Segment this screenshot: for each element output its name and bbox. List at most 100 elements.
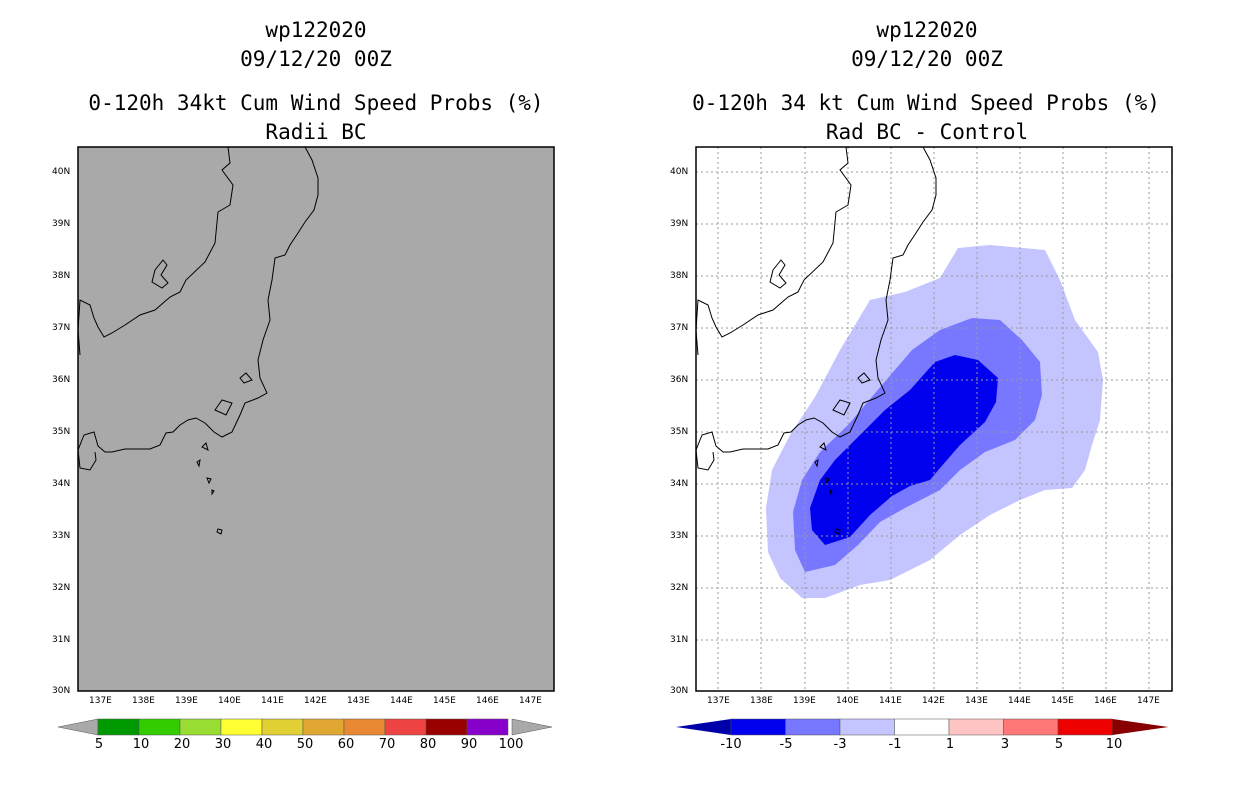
left-map-frame [77,146,555,692]
right-lon-label: 139E [793,696,816,706]
left-title-storm-id: wp122020 [265,18,367,42]
right-lat-label: 32N [670,583,689,593]
left-colorbar-swatch [466,718,509,736]
right-lat-label: 37N [670,323,689,333]
left-colorbar-swatch [179,718,222,736]
left-lat-label: 34N [52,479,71,489]
right-colorbar-swatch [1003,718,1059,736]
right-lat-label: 38N [670,271,689,281]
left-lat-label: 31N [52,635,71,645]
right-title-product: 0-120h 34 kt Cum Wind Speed Probs (%) [692,91,1160,115]
left-lon-label: 139E [175,696,198,706]
right-colorbar-label: 10 [1105,737,1123,752]
right-lat-label: 36N [670,375,689,385]
left-colorbar-label: 30 [214,737,232,752]
left-colorbar-swatch [97,718,140,736]
right-lon-label: 137E [707,696,730,706]
left-lon-label: 141E [261,696,284,706]
left-colorbar-label: 80 [419,737,437,752]
left-lat-label: 36N [52,375,71,385]
right-lon-label: 144E [1008,696,1031,706]
right-colorbar-label: -5 [779,737,793,752]
left-colorbar-label: 50 [296,737,314,752]
left-lon-label: 145E [433,696,456,706]
left-lon-label: 140E [218,696,241,706]
left-lon-label: 143E [347,696,370,706]
right-lat-label: 39N [670,219,689,229]
left-lon-label: 144E [390,696,413,706]
right-lon-label: 146E [1094,696,1117,706]
left-lon-label: 137E [89,696,112,706]
left-colorbar [57,718,553,736]
right-lon-label: 142E [922,696,945,706]
right-map-panel [695,146,1173,692]
right-map-frame [695,146,1173,692]
left-title-subtitle: Radii BC [265,120,367,144]
right-lon-label: 141E [879,696,902,706]
right-lat-label: 40N [670,167,689,177]
left-colorbar-swatch [425,718,468,736]
left-lat-label: 30N [52,686,71,696]
left-lon-label: 142E [304,696,327,706]
left-colorbar-over-arrow [511,718,553,736]
right-lon-label: 143E [965,696,988,706]
right-colorbar-label: 5 [1054,737,1064,752]
right-colorbar-label: -3 [833,737,847,752]
left-lat-label: 33N [52,531,71,541]
left-colorbar-swatch [138,718,181,736]
right-lat-label: 31N [670,635,689,645]
right-lon-label: 145E [1051,696,1074,706]
left-colorbar-label: 5 [94,737,104,752]
right-colorbar-swatch [785,718,841,736]
left-colorbar-label: 10 [132,737,150,752]
left-colorbar-label: 60 [337,737,355,752]
left-lat-label: 32N [52,583,71,593]
right-colorbar-over-arrow [1112,719,1169,735]
right-colorbar-swatch [839,718,895,736]
left-lat-label: 37N [52,323,71,333]
left-colorbar-swatch [261,718,304,736]
left-colorbar-swatch [384,718,427,736]
left-colorbar-label: 90 [460,737,478,752]
left-colorbar-label: 100 [498,737,524,752]
left-colorbar-label: 70 [378,737,396,752]
right-colorbar-under-arrow [676,719,731,735]
right-title-subtitle: Rad BC - Control [825,120,1029,144]
left-lat-label: 38N [52,271,71,281]
right-colorbar-swatch [1057,718,1113,736]
left-lon-label: 138E [132,696,155,706]
right-colorbar-swatch [894,718,950,736]
left-colorbar-label: 40 [255,737,273,752]
left-colorbar-under-arrow [57,718,99,736]
right-lat-label: 35N [670,427,689,437]
left-lat-label: 35N [52,427,71,437]
left-map-panel [77,146,555,692]
right-lat-label: 30N [670,686,689,696]
right-lat-label: 33N [670,531,689,541]
right-colorbar-label: -1 [888,737,902,752]
right-colorbar [676,718,1169,736]
right-colorbar-label: 3 [1000,737,1010,752]
right-colorbar-swatch [730,718,786,736]
right-colorbar-label: 1 [945,737,955,752]
left-title-date: 09/12/20 00Z [240,47,392,71]
right-lon-label: 140E [836,696,859,706]
left-lon-label: 147E [519,696,542,706]
left-colorbar-swatch [220,718,263,736]
right-colorbar-label: -10 [720,737,742,752]
right-title-date: 09/12/20 00Z [851,47,1003,71]
left-lat-label: 39N [52,219,71,229]
left-colorbar-swatch [343,718,386,736]
left-lon-label: 146E [476,696,499,706]
left-lat-label: 40N [52,167,71,177]
right-lon-label: 138E [750,696,773,706]
right-lat-label: 34N [670,479,689,489]
right-lon-label: 147E [1137,696,1160,706]
left-title-product: 0-120h 34kt Cum Wind Speed Probs (%) [88,91,544,115]
right-title-storm-id: wp122020 [876,18,978,42]
left-colorbar-label: 20 [173,737,191,752]
left-colorbar-swatch [302,718,345,736]
contour-band-dark [810,355,998,545]
right-gridlines [696,147,1172,691]
